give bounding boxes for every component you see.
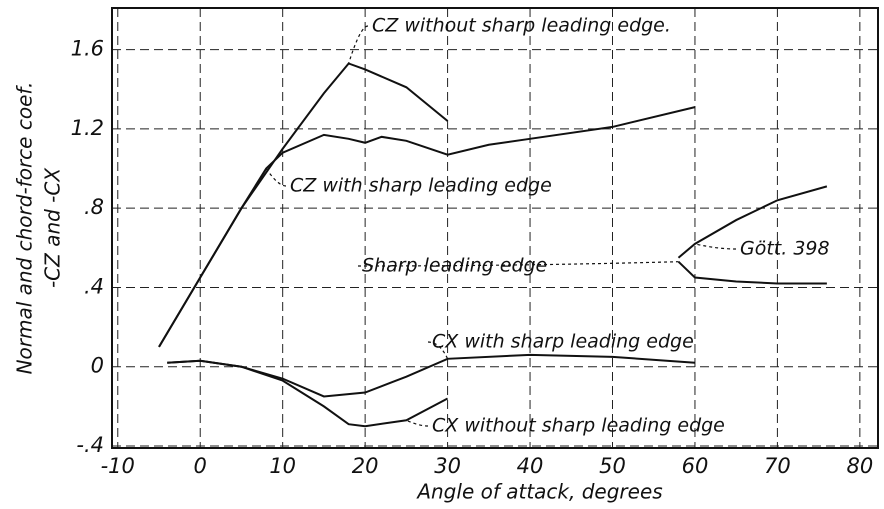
series-label: CZ with sharp leading edge [290,175,552,197]
y-axis-label: -CZ and -CX [41,167,65,288]
data-line [677,260,827,285]
y-tick-label: 1.6 [71,37,104,61]
x-tick-label: 20 [352,454,379,478]
data-line [158,62,449,348]
x-tick-label: 10 [269,454,296,478]
x-axis-label: Angle of attack, degrees [415,480,662,504]
series-label: Gött. 398 [740,238,830,260]
x-tick-label: 30 [434,454,461,478]
x-tick-label: 80 [846,454,873,478]
plot-frame [111,7,879,449]
y-tick-label: 1.2 [71,116,104,140]
x-tick-label: 60 [682,454,709,478]
y-axis-label: Normal and chord-force coef. [13,82,37,375]
series-label: CX with sharp leading edge [432,331,694,353]
y-tick-label: 0 [91,354,104,378]
y-tick-label: .4 [84,274,104,298]
data-line [158,106,696,348]
series-label: CZ without sharp leading edge. [372,15,671,37]
x-tick-label: 0 [194,454,207,478]
x-tick-label: 50 [599,454,626,478]
y-tick-label: .8 [84,195,104,219]
y-tick-label: -.4 [76,433,104,457]
data-line [167,353,696,398]
label-arrow [406,419,429,427]
series-label: CX without sharp leading edge [432,415,725,437]
series-label: Sharp leading edge [362,255,547,277]
x-tick-label: -10 [101,454,135,478]
label-arrow [694,243,737,250]
label-arrow [348,25,369,64]
data-line [677,185,828,259]
x-tick-label: 70 [764,454,791,478]
label-arrow [265,168,287,187]
label-arrow [427,341,449,360]
data-line [167,359,449,428]
x-tick-label: 40 [517,454,544,478]
